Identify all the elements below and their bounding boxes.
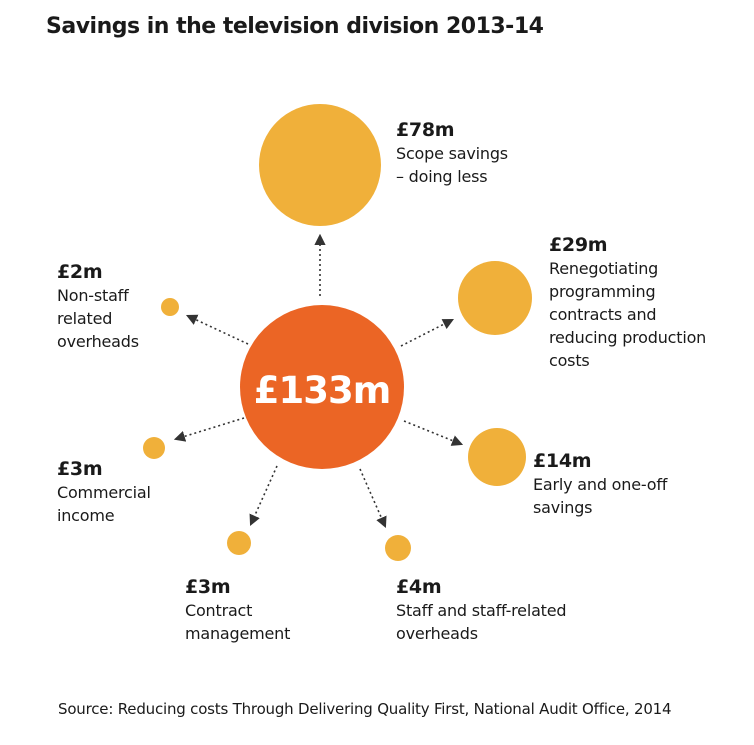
- description-early-one-off: Early and one-off savings: [533, 475, 668, 517]
- arrow-non-staff-overheads: [185, 314, 249, 345]
- amount-scope-savings: £78m: [396, 119, 455, 141]
- label-renegotiating: £29m Renegotiating programming contracts…: [549, 233, 706, 372]
- amount-early-one-off: £14m: [533, 450, 592, 472]
- arrow-commercial-income: [173, 417, 245, 442]
- description-scope-savings: Scope savings – doing less: [396, 144, 508, 186]
- bubble-scope-savings: [259, 104, 381, 226]
- arrow-staff-overheads: [359, 468, 387, 529]
- description-commercial-income: Commercial income: [57, 483, 151, 525]
- bubble-non-staff-overheads: [161, 298, 179, 316]
- bubble-early-one-off: [468, 428, 526, 486]
- amount-renegotiating: £29m: [549, 234, 608, 256]
- description-renegotiating: Renegotiating programming contracts and …: [549, 259, 707, 370]
- label-contract-management: £3m Contract management: [185, 575, 290, 645]
- arrow-contract-management: [249, 465, 278, 527]
- label-scope-savings: £78m Scope savings – doing less: [396, 118, 508, 188]
- amount-contract-management: £3m: [185, 576, 231, 598]
- label-early-one-off: £14m Early and one-off savings: [533, 449, 667, 519]
- description-non-staff-overheads: Non-staff related overheads: [57, 286, 139, 351]
- amount-non-staff-overheads: £2m: [57, 261, 103, 283]
- bubble-contract-management: [227, 531, 251, 555]
- label-staff-overheads: £4m Staff and staff-related overheads: [396, 575, 567, 645]
- arrow-renegotiating: [400, 318, 454, 347]
- description-contract-management: Contract management: [185, 601, 291, 643]
- arrow-early-one-off: [403, 420, 464, 446]
- bubble-staff-overheads: [385, 535, 411, 561]
- amount-commercial-income: £3m: [57, 458, 103, 480]
- source-note: Source: Reducing costs Through Deliverin…: [58, 700, 672, 718]
- center-total-label: £133m: [253, 369, 392, 412]
- center-total-bubble: [240, 305, 404, 469]
- description-staff-overheads: Staff and staff-related overheads: [396, 601, 567, 643]
- amount-staff-overheads: £4m: [396, 576, 442, 598]
- chart-title: Savings in the television division 2013-…: [46, 14, 544, 39]
- label-commercial-income: £3m Commercial income: [57, 457, 151, 527]
- bubble-renegotiating: [458, 261, 532, 335]
- label-non-staff-overheads: £2m Non-staff related overheads: [57, 260, 139, 353]
- bubble-commercial-income: [143, 437, 165, 459]
